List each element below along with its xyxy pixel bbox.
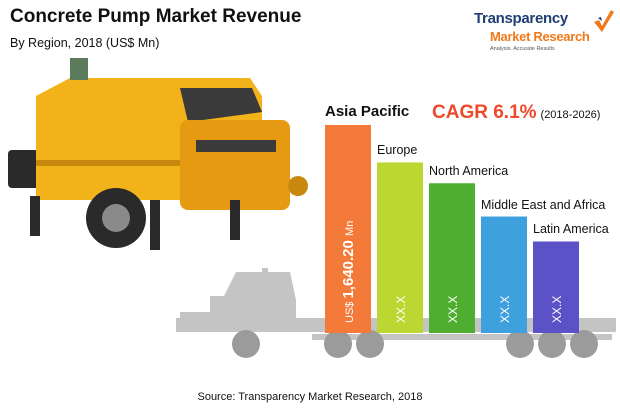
chart-subtitle: By Region, 2018 (US$ Mn) (10, 36, 160, 50)
category-label: Asia Pacific (325, 103, 410, 120)
category-label: North America (429, 164, 509, 179)
truck-cab (224, 272, 296, 318)
logo-line-1: Transparency (474, 10, 568, 27)
bar-europe (377, 162, 423, 333)
logo-tagline: Analysis. Accurate Results (490, 46, 555, 52)
pump-body-stripe (36, 160, 262, 166)
pump-stand (230, 200, 240, 240)
truck-wheel (570, 330, 598, 358)
truck-wheel (538, 330, 566, 358)
pump-cylinder (196, 140, 276, 152)
truck-exhaust (262, 268, 268, 298)
truck-bumper (180, 312, 220, 322)
pump-stand (150, 200, 160, 250)
category-label: Middle East and Africa (481, 197, 606, 212)
cagr-value: CAGR 6.1% (432, 102, 537, 123)
bar-value-label: XX.X (394, 296, 408, 323)
cagr-annotation: CAGR 6.1% (2018-2026) (432, 102, 600, 124)
chart-title: Concrete Pump Market Revenue (10, 6, 302, 27)
truck-chassis (312, 334, 612, 340)
bar-value-label: XX.X (498, 296, 512, 323)
pump-wheel-hub (102, 204, 130, 232)
cagr-period: (2018-2026) (540, 109, 601, 121)
category-label: Europe (377, 143, 418, 158)
logo-check-icon (594, 10, 614, 32)
bar-value-label: XX.X (550, 296, 564, 323)
truck-wheel (506, 330, 534, 358)
pump-outlet (288, 176, 308, 196)
bar-north-america (429, 183, 475, 333)
truck-wheel (232, 330, 260, 358)
pump-vent (180, 88, 262, 122)
bar-latin-america (533, 241, 579, 333)
truck-wheel (324, 330, 352, 358)
pump-exhaust (70, 58, 88, 80)
company-logo: Transparency Market Research Analysis. A… (474, 8, 614, 58)
bar-value-label: US$ 1,640.20 Mn (340, 221, 357, 323)
concrete-pump-illustration (8, 58, 308, 250)
bar-value-label: XX.X (446, 296, 460, 323)
logo-line-2: Market Research (490, 29, 590, 44)
bar-group: US$ 1,640.20 Mn XX.X XX.X XX.X XX.X (325, 125, 579, 333)
pump-hopper (180, 120, 290, 210)
category-label: Latin America (533, 222, 609, 237)
source-note: Source: Transparency Market Research, 20… (197, 391, 423, 403)
truck-wheel (356, 330, 384, 358)
truck-wheels (232, 330, 598, 358)
bar-middle-east-and-africa (481, 216, 527, 333)
bar-asia-pacific (325, 125, 371, 333)
pump-stand (30, 196, 40, 236)
